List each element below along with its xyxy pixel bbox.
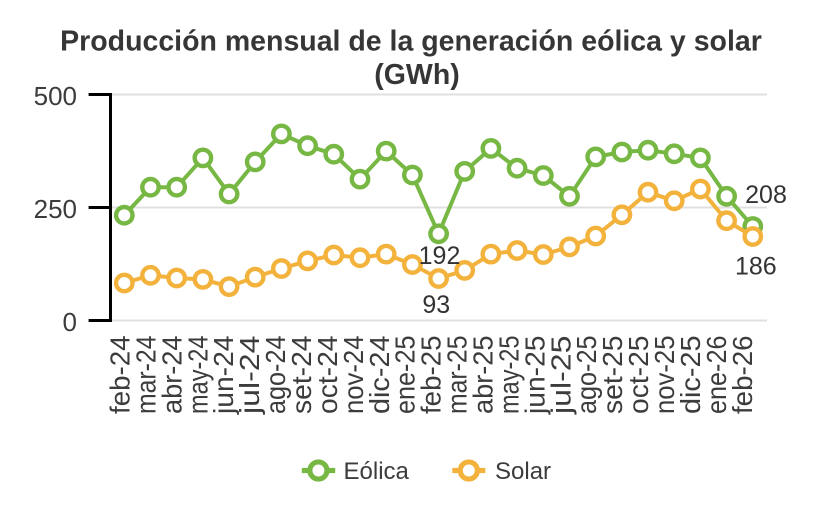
- svg-text:may-25: may-25: [494, 336, 525, 415]
- svg-text:may-24: may-24: [182, 336, 213, 415]
- svg-text:set-24: set-24: [286, 336, 317, 415]
- svg-text:ene-26: ene-26: [701, 336, 732, 415]
- svg-text:jul-24: jul-24: [234, 336, 265, 416]
- svg-text:ago-25: ago-25: [571, 336, 602, 415]
- svg-text:500: 500: [34, 81, 77, 111]
- svg-text:Producción mensual de la gener: Producción mensual de la generación eóli…: [60, 26, 762, 58]
- svg-text:dic-24: dic-24: [364, 336, 395, 415]
- svg-text:93: 93: [422, 291, 450, 319]
- svg-text:ene-25: ene-25: [390, 336, 421, 415]
- svg-text:0: 0: [63, 307, 77, 337]
- svg-text:nov-25: nov-25: [649, 336, 680, 415]
- svg-text:abr-25: abr-25: [468, 336, 499, 415]
- svg-text:jun-25: jun-25: [519, 336, 550, 416]
- svg-text:186: 186: [735, 253, 777, 281]
- svg-text:nov-24: nov-24: [338, 336, 369, 415]
- svg-text:abr-24: abr-24: [156, 336, 187, 415]
- svg-text:mar-25: mar-25: [442, 335, 473, 414]
- svg-text:oct-25: oct-25: [623, 336, 654, 415]
- svg-text:Solar: Solar: [495, 458, 551, 485]
- svg-text:jul-25: jul-25: [545, 336, 576, 416]
- svg-text:oct-24: oct-24: [312, 336, 343, 415]
- svg-text:jun-24: jun-24: [208, 336, 239, 416]
- svg-text:feb-25: feb-25: [416, 336, 447, 415]
- svg-text:250: 250: [34, 194, 77, 224]
- svg-text:Eólica: Eólica: [344, 458, 410, 485]
- svg-text:feb-24: feb-24: [105, 336, 136, 415]
- svg-text:feb-26: feb-26: [727, 336, 758, 415]
- svg-text:(GWh): (GWh): [374, 59, 459, 91]
- svg-text:mar-24: mar-24: [130, 336, 161, 415]
- svg-text:192: 192: [419, 242, 461, 270]
- svg-text:set-25: set-25: [597, 336, 628, 415]
- svg-text:208: 208: [745, 181, 787, 209]
- svg-text:ago-24: ago-24: [260, 336, 291, 415]
- svg-text:dic-25: dic-25: [675, 336, 706, 415]
